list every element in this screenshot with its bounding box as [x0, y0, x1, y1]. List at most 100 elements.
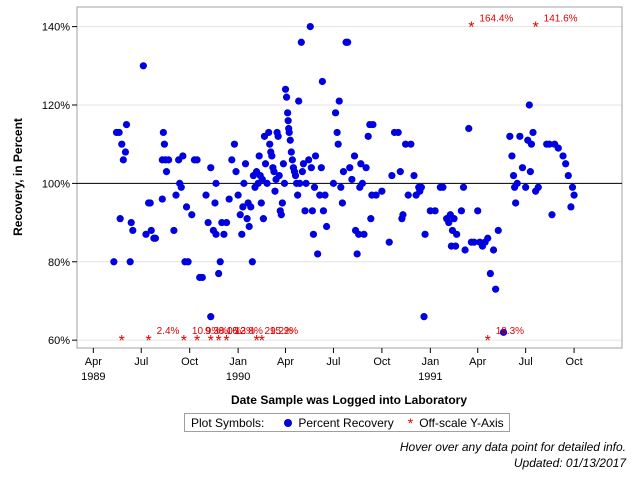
data-point[interactable] [263, 179, 271, 187]
data-point[interactable] [516, 132, 524, 140]
data-point[interactable] [474, 207, 482, 215]
data-point[interactable] [355, 230, 363, 238]
data-point[interactable] [567, 203, 575, 211]
data-point[interactable] [234, 191, 242, 199]
data-point[interactable] [172, 191, 180, 199]
data-point[interactable] [255, 152, 263, 160]
data-point[interactable] [222, 218, 231, 227]
data-point[interactable] [509, 171, 518, 180]
off-scale-marker[interactable]: * [194, 333, 200, 350]
off-scale-marker[interactable]: * [216, 333, 222, 350]
off-scale-marker[interactable]: * [208, 333, 214, 350]
data-point[interactable] [350, 152, 359, 160]
data-point[interactable] [318, 77, 326, 86]
data-point[interactable] [534, 183, 542, 191]
data-point[interactable] [518, 164, 527, 172]
data-point[interactable] [450, 215, 458, 223]
data-point[interactable] [146, 199, 154, 207]
data-point[interactable] [268, 152, 276, 160]
data-point[interactable] [241, 160, 250, 168]
off-scale-marker[interactable]: * [259, 333, 265, 350]
data-point[interactable] [334, 140, 342, 148]
data-point[interactable] [179, 152, 187, 160]
off-scale-marker[interactable]: * [533, 20, 539, 37]
data-point[interactable] [177, 183, 185, 191]
data-point[interactable] [331, 109, 340, 117]
data-point[interactable] [410, 171, 418, 180]
data-point[interactable] [545, 140, 553, 148]
data-point[interactable] [335, 97, 343, 105]
off-scale-marker[interactable]: * [253, 333, 259, 350]
data-point[interactable] [489, 246, 498, 254]
data-point[interactable] [274, 132, 282, 140]
data-point[interactable] [261, 160, 270, 168]
data-point[interactable] [470, 238, 478, 246]
data-point[interactable] [367, 215, 375, 223]
data-point[interactable] [296, 179, 304, 187]
data-point[interactable] [344, 38, 352, 46]
data-point[interactable] [506, 132, 514, 140]
data-point[interactable] [461, 246, 469, 254]
data-point[interactable] [353, 250, 361, 258]
data-point[interactable] [445, 218, 453, 227]
off-scale-marker[interactable]: * [181, 333, 187, 350]
data-point[interactable] [362, 164, 370, 172]
data-point[interactable] [420, 313, 428, 321]
data-point[interactable] [407, 140, 415, 148]
data-point[interactable] [529, 128, 537, 137]
data-point[interactable] [115, 128, 123, 137]
data-point[interactable] [188, 211, 196, 219]
data-point[interactable] [486, 269, 494, 278]
data-point[interactable] [385, 238, 393, 246]
off-scale-marker[interactable]: * [145, 333, 151, 350]
data-point[interactable] [270, 168, 278, 176]
data-point[interactable] [484, 234, 492, 242]
data-point[interactable] [554, 144, 562, 152]
data-point[interactable] [548, 211, 556, 219]
data-point[interactable] [319, 207, 328, 215]
data-point[interactable] [265, 128, 273, 137]
data-point[interactable] [298, 168, 306, 176]
data-point[interactable] [257, 199, 265, 207]
data-point[interactable] [230, 140, 239, 148]
data-point[interactable] [431, 207, 439, 215]
data-point[interactable] [378, 187, 386, 195]
data-point[interactable] [280, 179, 289, 187]
data-point[interactable] [302, 179, 310, 187]
data-point[interactable] [216, 258, 224, 266]
data-point[interactable] [329, 179, 338, 187]
data-point[interactable] [317, 164, 325, 172]
data-point[interactable] [372, 191, 380, 199]
data-point[interactable] [240, 179, 248, 187]
data-point[interactable] [259, 215, 268, 223]
data-point[interactable] [394, 128, 402, 137]
data-point[interactable] [207, 164, 215, 172]
data-point[interactable] [139, 62, 147, 70]
data-point[interactable] [170, 226, 178, 235]
data-point[interactable] [127, 218, 135, 227]
data-point[interactable] [211, 199, 219, 207]
data-point[interactable] [369, 120, 377, 129]
data-point[interactable] [245, 222, 253, 231]
data-point[interactable] [228, 156, 236, 164]
data-point[interactable] [525, 101, 533, 109]
data-point[interactable] [508, 152, 516, 160]
data-point[interactable] [160, 140, 169, 148]
data-point[interactable] [129, 226, 137, 235]
data-point[interactable] [284, 109, 292, 117]
data-point[interactable] [122, 120, 131, 129]
data-point[interactable] [118, 140, 126, 148]
data-point[interactable] [512, 199, 520, 207]
data-point[interactable] [165, 156, 173, 164]
data-point[interactable] [339, 168, 348, 176]
data-point[interactable] [198, 273, 206, 282]
data-point[interactable] [322, 222, 331, 231]
data-point[interactable] [202, 191, 210, 199]
off-scale-marker[interactable]: * [223, 333, 229, 350]
data-point[interactable] [119, 156, 127, 164]
data-point[interactable] [212, 230, 220, 238]
data-point[interactable] [282, 93, 291, 101]
data-point[interactable] [396, 168, 404, 176]
data-point[interactable] [308, 207, 316, 215]
data-point[interactable] [220, 230, 228, 238]
